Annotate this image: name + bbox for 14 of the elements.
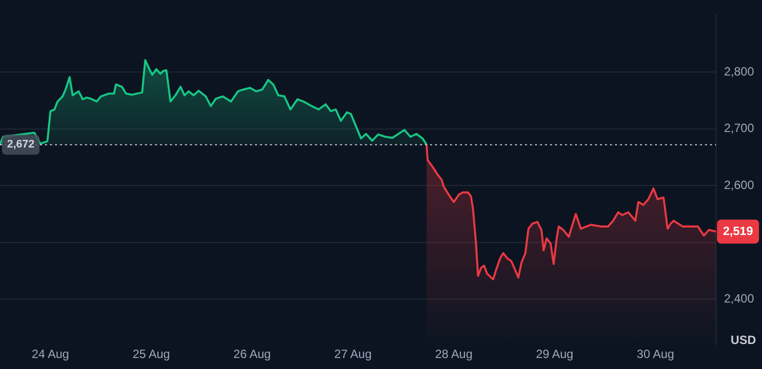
x-tick-label: 30 Aug — [636, 347, 674, 362]
x-tick-label: 29 Aug — [536, 347, 574, 362]
x-tick-label: 26 Aug — [233, 347, 271, 362]
y-tick-label: 2,600 — [724, 178, 754, 192]
x-tick-label: 25 Aug — [132, 347, 170, 362]
x-tick-label: 27 Aug — [334, 347, 372, 362]
x-tick-label: 24 Aug — [32, 347, 70, 362]
ref-line-label: 2,672 — [7, 138, 35, 151]
x-tick-label: 28 Aug — [435, 347, 472, 362]
y-axis-title: USD — [730, 332, 756, 347]
y-tick-label: 2,700 — [724, 121, 754, 136]
annotation: 2,519 — [723, 224, 754, 238]
y-tick-label: 2,400 — [724, 291, 754, 306]
y-tick-label: 2,800 — [724, 64, 754, 78]
